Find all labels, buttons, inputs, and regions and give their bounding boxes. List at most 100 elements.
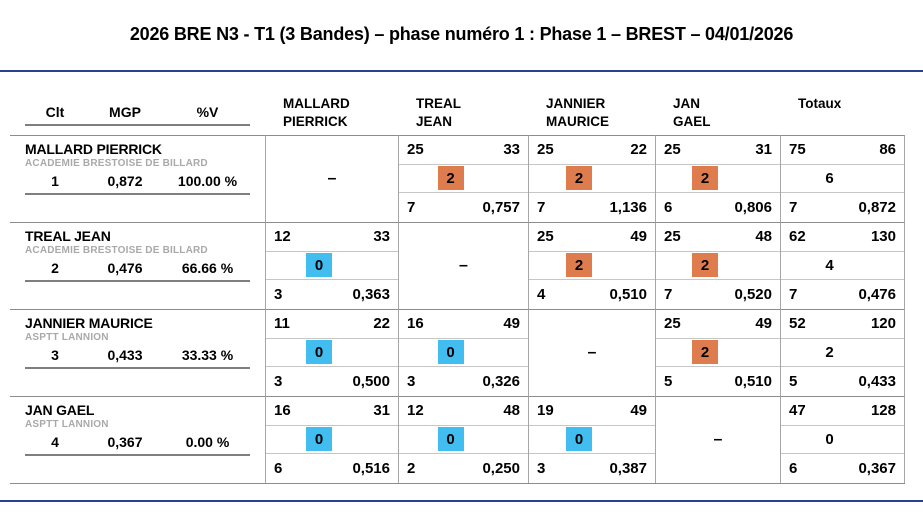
average: 0,520 [734,286,772,304]
innings: 31 [373,402,390,420]
best-run: 7 [407,199,416,217]
total-best-run: 7 [789,286,798,304]
total-average: 0,367 [858,460,896,478]
match-cell: 25 22 2 7 1,136 [528,135,655,222]
player-club: ACADEMIE BRESTOISE DE BILLARD [25,158,208,169]
player-mgp: 0,476 [107,260,143,276]
player-mgp: 0,872 [107,173,143,189]
best-run: 3 [274,286,283,304]
points: 25 [537,141,554,159]
header-opponent-mallard: MALLARD PIERRICK [283,96,350,130]
player-mgp: 0,367 [107,434,143,450]
match-points-badge: 2 [692,253,718,278]
best-run: 3 [407,373,416,391]
totals-cell: 62 130 4 7 0,476 [780,222,905,309]
player-club: ACADEMIE BRESTOISE DE BILLARD [25,245,208,256]
average: 0,516 [352,460,390,478]
innings: 22 [373,315,390,333]
match-points-badge: 0 [437,427,464,452]
self-match-cell: – [655,396,780,483]
total-match-points: 4 [825,256,834,274]
player-rank: 2 [51,260,59,276]
player-name: MALLARD PIERRICK [25,141,162,157]
self-match-cell: – [398,222,528,309]
match-cell: 25 48 2 7 0,520 [655,222,780,309]
self-match-cell: – [528,309,655,396]
match-points-badge: 2 [692,166,718,191]
total-innings: 86 [879,141,896,159]
header-mgp: MGP [109,104,141,120]
innings: 33 [503,141,520,159]
average: 0,510 [734,373,772,391]
innings: 49 [630,228,647,246]
match-cell: 16 31 0 6 0,516 [265,396,398,483]
points: 25 [664,141,681,159]
total-points: 47 [789,402,806,420]
match-cell: 25 49 2 4 0,510 [528,222,655,309]
left-column-headers: Clt MGP %V [25,104,250,126]
points: 16 [274,402,291,420]
best-run: 7 [664,286,673,304]
innings: 49 [503,315,520,333]
points: 25 [537,228,554,246]
page-title: 2026 BRE N3 - T1 (3 Bandes) – phase numé… [129,24,794,44]
player-pctv: 0.00 % [185,434,230,450]
player-stats: 3 0,433 33.33 % [25,347,250,369]
innings: 48 [503,402,520,420]
player-name: JANNIER MAURICE [25,315,153,331]
player-name: TREAL JEAN [25,228,111,244]
match-cell: 16 49 0 3 0,326 [398,309,528,396]
best-run: 5 [664,373,673,391]
average: 0,500 [352,373,390,391]
player-pctv: 33.33 % [181,347,234,363]
average: 1,136 [609,199,647,217]
match-points-badge: 2 [566,166,592,191]
points: 12 [274,228,291,246]
total-average: 0,433 [858,373,896,391]
header-opponent-treal: TREAL JEAN [416,96,461,130]
innings: 49 [630,402,647,420]
innings: 33 [373,228,390,246]
match-cell: 25 33 2 7 0,757 [398,135,528,222]
innings: 31 [755,141,772,159]
match-cell: 19 49 0 3 0,387 [528,396,655,483]
match-points-badge: 2 [437,166,464,191]
total-match-points: 2 [825,343,834,361]
header-totals: Totaux [798,96,842,111]
top-divider [0,70,923,72]
total-points: 62 [789,228,806,246]
bottom-divider [0,500,923,502]
header-opponent-jannier: JANNIER MAURICE [546,96,609,130]
points: 12 [407,402,424,420]
innings: 48 [755,228,772,246]
totals-cell: 75 86 6 7 0,872 [780,135,905,222]
total-match-points: 6 [825,169,834,187]
points: 25 [664,315,681,333]
match-points-badge: 2 [566,253,592,278]
points: 11 [274,315,290,333]
player-info-row: TREAL JEAN ACADEMIE BRESTOISE DE BILLARD… [10,222,265,309]
total-match-points: 0 [825,430,834,448]
match-cell: 12 33 0 3 0,363 [265,222,398,309]
total-best-run: 5 [789,373,798,391]
match-points-badge: 2 [692,340,718,365]
total-best-run: 6 [789,460,798,478]
best-run: 3 [537,460,546,478]
player-info-row: MALLARD PIERRICK ACADEMIE BRESTOISE DE B… [10,135,265,222]
header-opponent-jan: JAN GAEL [673,96,711,130]
match-cell: 25 49 2 5 0,510 [655,309,780,396]
average: 0,326 [482,373,520,391]
player-stats: 1 0,872 100.00 % [25,173,250,195]
player-info-row: JAN GAEL ASPTT LANNION 4 0,367 0.00 % [10,396,265,483]
match-points-badge: 0 [306,253,332,278]
match-points-badge: 0 [437,340,464,365]
player-club: ASPTT LANNION [25,419,109,430]
header-rank: Clt [45,104,65,120]
average: 0,363 [352,286,390,304]
player-name: JAN GAEL [25,402,95,418]
average: 0,510 [609,286,647,304]
match-points-badge: 0 [306,340,332,365]
totals-cell: 47 128 0 6 0,367 [780,396,905,483]
total-innings: 130 [870,228,896,246]
